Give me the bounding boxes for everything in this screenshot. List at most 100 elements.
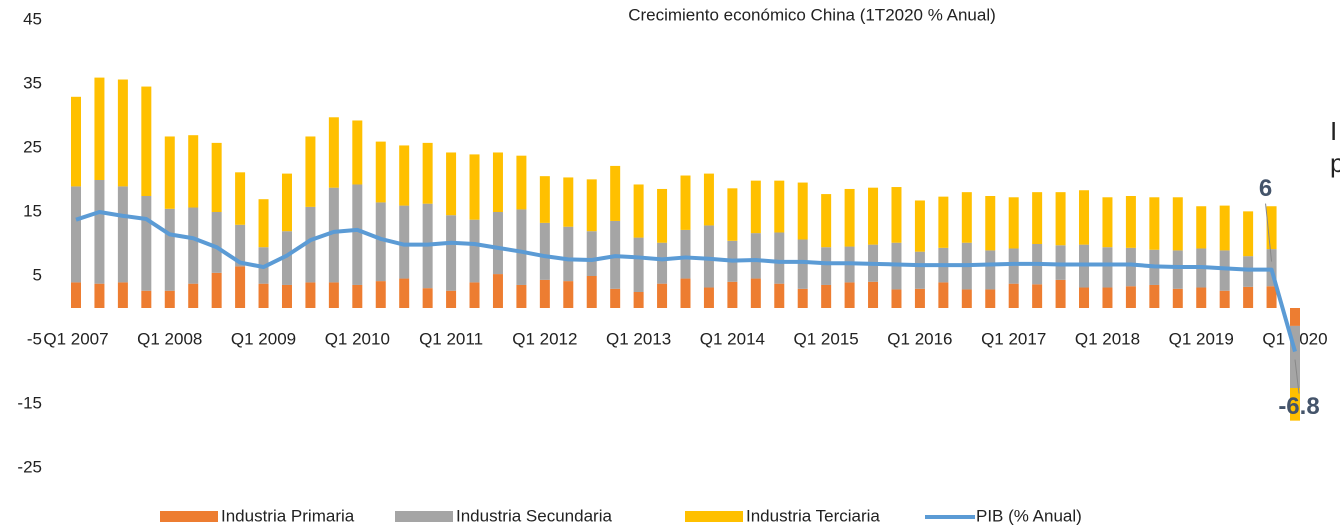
x-tick-label: Q1 2008 <box>137 329 202 348</box>
bar-segment <box>492 152 503 212</box>
bar-segment <box>258 199 269 248</box>
bar-segment <box>446 152 457 216</box>
bar-segment <box>281 173 292 232</box>
bar-segment <box>164 136 175 209</box>
bar-segment <box>258 283 269 308</box>
bar-segment <box>399 278 410 308</box>
bar-segment <box>774 283 785 308</box>
bar-segment <box>610 288 621 308</box>
bar-segment <box>797 239 808 289</box>
bar-segment <box>1149 197 1160 250</box>
bar-segment <box>492 274 503 308</box>
label-leader <box>1265 203 1273 262</box>
x-tick-label: Q1 2011 <box>419 329 483 348</box>
bar-segment <box>1125 196 1136 248</box>
x-tick-label: Q1 2019 <box>1169 329 1234 348</box>
bar-segment <box>657 283 668 308</box>
y-tick-label: 5 <box>33 265 42 284</box>
bar-segment <box>1102 247 1113 288</box>
x-tick-label: Q1 2014 <box>700 329 765 348</box>
bar-segment <box>375 281 386 308</box>
bar-segment <box>539 279 550 308</box>
bar-segment <box>539 176 550 223</box>
bar-segment <box>516 209 527 285</box>
bar-segment <box>1125 286 1136 308</box>
bar-segment <box>961 289 972 308</box>
bar-segment <box>1125 247 1136 287</box>
bar-segment <box>1266 286 1277 308</box>
bar-segment <box>1290 308 1300 326</box>
bar-segment <box>985 196 996 251</box>
bar-segment <box>703 287 714 308</box>
bar-segment <box>1008 283 1019 308</box>
bar-segment <box>1055 279 1066 308</box>
bar-segment <box>188 135 199 208</box>
bar-segment <box>586 276 597 308</box>
bar-segment <box>1079 190 1090 245</box>
bar-segment <box>305 282 316 308</box>
x-tick-label: Q1 2017 <box>981 329 1046 348</box>
bar-segment <box>563 226 574 282</box>
bar-segment <box>375 202 386 282</box>
bar-segment <box>750 233 761 279</box>
bar-segment <box>1196 287 1207 308</box>
bar-segment <box>680 175 691 230</box>
bar-segment <box>469 282 480 308</box>
bar-segment <box>985 289 996 308</box>
bar-segment <box>211 212 222 273</box>
legend-swatch <box>160 511 218 522</box>
bar-segment <box>680 229 691 279</box>
bar-segment <box>422 288 433 308</box>
legend-label: Industria Terciaria <box>746 506 880 525</box>
line <box>75 210 1297 353</box>
side-text: p <box>1330 148 1340 178</box>
legend-label: Industria Primaria <box>221 506 355 525</box>
bar-segment <box>821 194 832 248</box>
bar-segment <box>821 284 832 308</box>
bar-segment <box>539 222 550 280</box>
y-tick-label: -5 <box>27 329 42 348</box>
bar-segment <box>1079 287 1090 308</box>
bar-segment <box>469 154 480 220</box>
bar-segment <box>844 188 855 247</box>
bar-segment <box>71 96 81 187</box>
bar-segment <box>1243 211 1254 257</box>
bar-segment <box>94 283 105 308</box>
bar-segment <box>891 289 902 308</box>
bar-segment <box>727 281 738 308</box>
bar-segment <box>563 281 574 308</box>
bar-segment <box>821 247 832 285</box>
data-label: -6.8 <box>1278 393 1319 420</box>
x-tick-label: Q1 2009 <box>231 329 296 348</box>
bar-segment <box>492 212 503 275</box>
bar-segment <box>914 251 925 289</box>
x-tick-label: Q1 2018 <box>1075 329 1140 348</box>
bar-segment <box>305 206 316 283</box>
bar-segment <box>281 284 292 308</box>
bar-segment <box>516 284 527 308</box>
bar-segment <box>680 278 691 308</box>
y-tick-label: -15 <box>17 393 42 412</box>
bar-segment <box>938 282 949 308</box>
data-label: 6 <box>1259 175 1272 202</box>
bar-segment <box>1219 290 1230 308</box>
bar-segment <box>1196 206 1207 249</box>
bar-segment <box>1032 192 1043 244</box>
bar-segment <box>117 79 128 187</box>
bar-segment <box>516 155 527 210</box>
bar-segment <box>328 117 339 188</box>
bar-segment <box>797 288 808 308</box>
legend-label: Industria Secundaria <box>456 506 612 525</box>
bar-segment <box>235 172 246 225</box>
y-tick-label: -25 <box>17 457 42 476</box>
bar-segment <box>1290 325 1300 388</box>
bar-segment <box>188 283 199 308</box>
bar-segment <box>703 173 714 226</box>
bar-segment <box>328 282 339 308</box>
bar-segment <box>1032 284 1043 308</box>
bar-segment <box>422 142 433 204</box>
chart-title: Crecimiento económico China (1T2020 % An… <box>628 5 996 24</box>
side-text: I <box>1330 116 1337 146</box>
bar-segment <box>1172 197 1183 251</box>
